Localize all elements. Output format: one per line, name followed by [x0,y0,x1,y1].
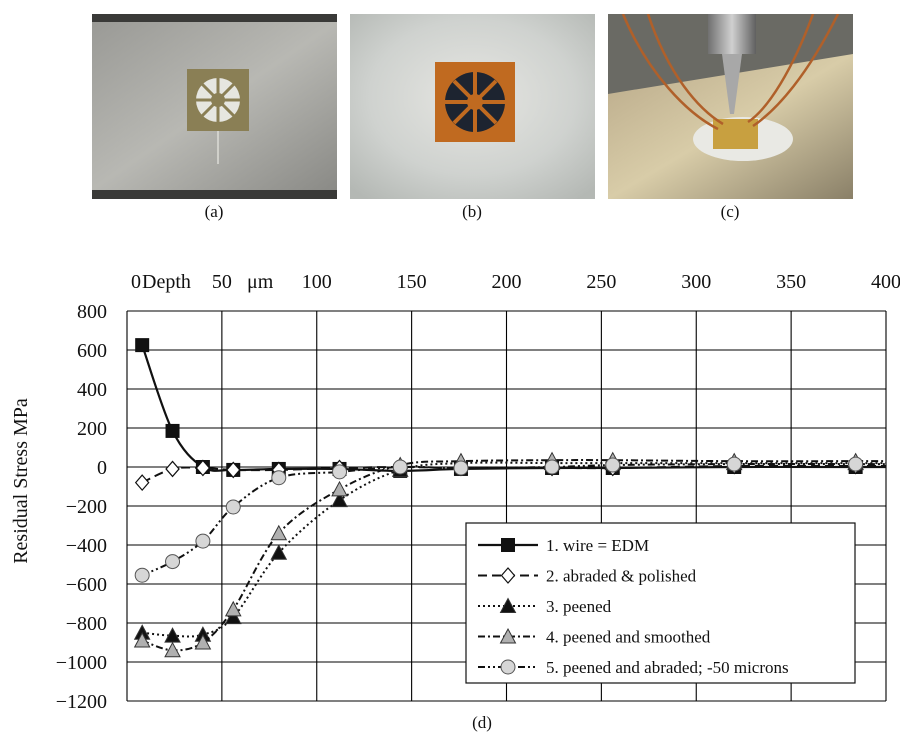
data-point [224,600,242,617]
legend-label: 4. peened and smoothed [546,628,711,647]
y-tick-labels: 800 600 400 200 0 −200 −400 −600 −800 −1000 −1200 [56,301,107,713]
figure-caption: (d) [472,713,492,732]
photo-c [608,14,853,199]
y-tick-label: −600 [66,574,107,596]
legend-label: 3. peened [546,597,612,616]
caption-c: (c) [720,202,740,221]
data-point [500,567,516,584]
data-point [165,554,181,570]
legend-label: 1. wire = EDM [546,536,649,555]
data-point [501,538,515,552]
x-tick-label: 250 [586,271,616,293]
data-point [165,423,180,438]
series-5 [134,456,886,583]
data-point [135,338,150,353]
data-point [453,460,469,476]
x-tick-label: 400 [871,271,900,293]
chart-series [133,338,886,658]
data-point [331,491,348,508]
x-tick-label: 150 [397,271,427,293]
y-tick-label: 400 [77,379,107,401]
legend-box [465,522,856,684]
legend-item-1: 1. wire = EDM [478,536,649,555]
photo-a [92,14,337,199]
legend-label: 2. abraded & polished [546,567,697,586]
data-point [270,524,288,541]
y-tick-label: −400 [66,535,107,557]
series-line [141,464,886,484]
y-tick-label: −1200 [56,691,107,713]
data-point [544,459,560,475]
data-point [165,460,180,478]
legend-item-3: 3. peened [478,597,612,616]
data-point [726,456,742,472]
chart-legend: 1. wire = EDM 2. abraded & polished 3. pee… [465,522,856,684]
caption-a: (a) [204,202,224,221]
data-point [848,456,864,472]
x-tick-label: 100 [302,271,332,293]
data-point [331,480,348,497]
data-point [224,608,242,625]
x-tick-labels: 0 50 100 150 200 250 300 350 400 [131,271,900,293]
data-point [270,544,288,560]
data-point [392,459,408,475]
data-point [195,533,211,549]
data-point [195,459,211,477]
series-line [141,459,886,652]
y-tick-label: 200 [77,418,107,440]
data-point [500,659,516,675]
y-tick-label: 800 [77,301,107,323]
data-point [499,597,517,613]
caption-b: (b) [462,202,482,221]
data-point [225,461,241,479]
data-point [332,464,348,480]
series-1 [135,338,886,478]
y-tick-label: 0 [97,457,107,479]
y-axis-title: Residual Stress MPa [10,398,32,564]
legend-item-4: 4. peened and smoothed [478,628,711,647]
x-axis-title-depth: Depth [142,271,191,293]
residual-stress-chart: 0 50 100 150 200 250 300 350 400 800 600 400 200 0 −2… [10,271,900,713]
legend-item-5: 5. peened and abraded; -50 microns [478,658,789,677]
y-tick-label: −200 [66,496,107,518]
x-tick-label: 0 [131,271,141,293]
series-line [142,461,886,638]
x-axis-title-unit: μm [247,271,274,293]
x-tick-label: 300 [681,271,711,293]
data-point [133,631,151,648]
legend-item-2: 2. abraded & polished [478,567,697,586]
x-tick-label: 200 [492,271,522,293]
data-point [134,567,150,583]
x-tick-label: 50 [212,271,232,293]
legend-label: 5. peened and abraded; -50 microns [546,658,789,677]
series-line [141,344,886,473]
data-point [225,499,241,515]
series-line [141,463,886,577]
data-point [164,641,181,658]
y-tick-label: 600 [77,340,107,362]
data-point [499,627,517,644]
y-tick-label: −800 [66,613,107,635]
data-point [271,470,287,486]
data-point [605,457,621,473]
data-point [194,633,212,650]
photo-b [350,14,595,199]
x-tick-label: 350 [776,271,806,293]
data-point [134,474,150,492]
y-tick-label: −1000 [56,652,107,674]
